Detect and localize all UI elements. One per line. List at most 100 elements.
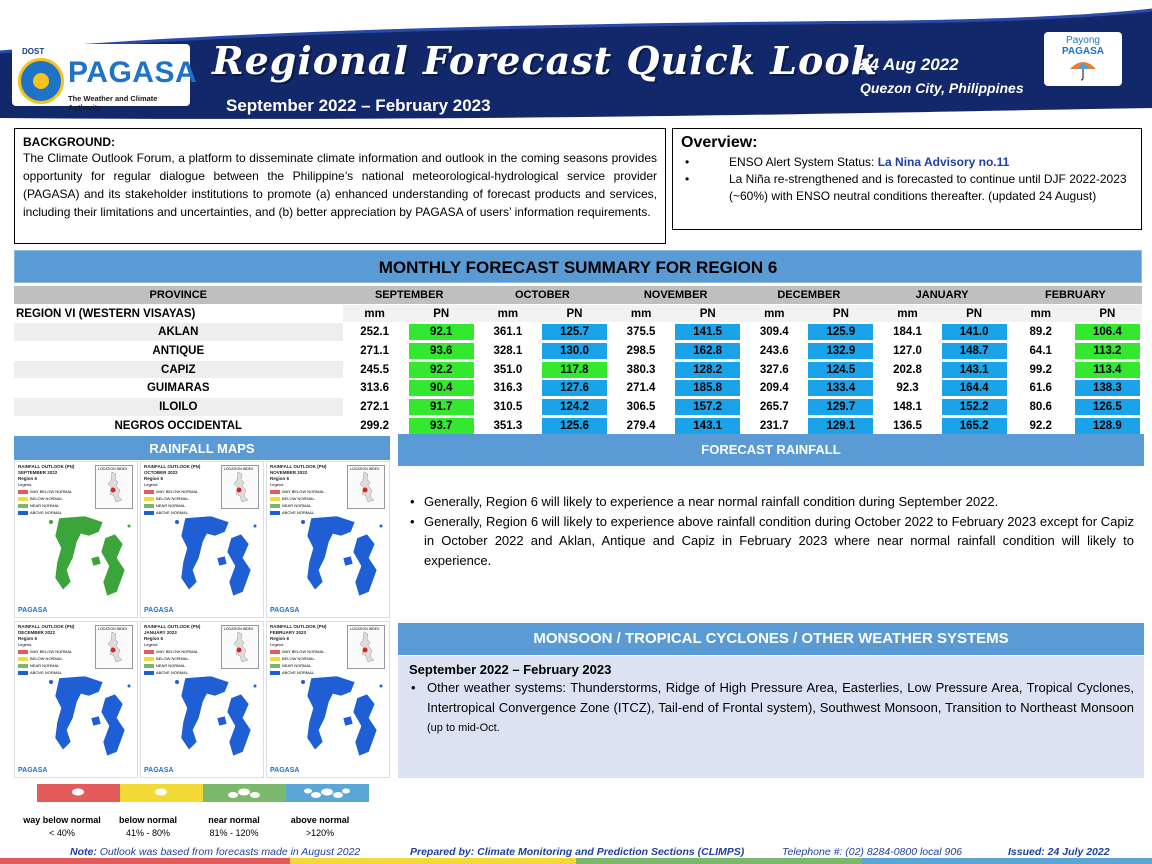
mm-value: 209.4 bbox=[742, 379, 807, 398]
map-legend-item: NEAR NORMAL bbox=[18, 503, 72, 508]
month-header: JANUARY bbox=[875, 286, 1009, 304]
map-heading-region: Region 6 bbox=[270, 636, 290, 641]
location-index-label: LOCATION INDEX bbox=[98, 467, 128, 471]
legend-swatch bbox=[120, 784, 203, 802]
mm-value: 380.3 bbox=[609, 360, 674, 379]
map-legend-item: WAY BELOW NORMAL bbox=[144, 489, 198, 494]
page-subtitle: September 2022 – February 2023 bbox=[226, 96, 491, 115]
mm-header: mm bbox=[1008, 304, 1073, 323]
map-legend-item: BELOW NORMAL bbox=[270, 496, 324, 501]
map-legend-item: ABOVE NORMAL bbox=[270, 670, 324, 675]
logo-name: PAGASA bbox=[68, 56, 198, 89]
mm-header: mm bbox=[875, 304, 940, 323]
pn-value: 133.4 bbox=[808, 380, 874, 397]
pn-cell: 157.2 bbox=[673, 398, 743, 416]
map-legend-item: NEAR NORMAL bbox=[18, 663, 72, 668]
pn-value: 126.5 bbox=[1074, 398, 1140, 415]
rain-cloud-icon bbox=[155, 788, 167, 796]
legend-swatch bbox=[286, 784, 369, 802]
pn-value: 125.9 bbox=[808, 324, 874, 341]
province-name: CAPIZ bbox=[14, 360, 343, 379]
forecast-rainfall-title: FORECAST RAINFALL bbox=[398, 434, 1144, 466]
map-legend: Legend WAY BELOW NORMAL BELOW NORMAL NEAR N… bbox=[144, 642, 198, 675]
pn-value: 165.2 bbox=[941, 417, 1007, 434]
pn-cell: 143.1 bbox=[939, 360, 1009, 379]
table-subheader-row: REGION VI (WESTERN VISAYAS) mm PN mm PN mm PN m… bbox=[14, 304, 1142, 323]
legend-swatch bbox=[203, 784, 286, 802]
region-6-map-icon bbox=[301, 675, 383, 757]
pn-value: 124.2 bbox=[541, 398, 608, 415]
philippines-inset-icon bbox=[359, 631, 375, 663]
footer: Note: Outlook was based from forecasts m… bbox=[0, 846, 1152, 860]
map-heading-month: OCTOBER 2022 bbox=[144, 470, 178, 475]
map-heading: RAINFALL OUTLOOK (PN) NOVEMBER 2022 Region… bbox=[270, 464, 326, 482]
pn-header: PN bbox=[539, 304, 610, 323]
legend-category: below normal bbox=[118, 815, 177, 825]
pn-value: 113.4 bbox=[1074, 361, 1140, 378]
pn-cell: 138.3 bbox=[1072, 379, 1142, 398]
map-heading-region: Region 6 bbox=[144, 476, 164, 481]
pn-value: 113.2 bbox=[1074, 342, 1140, 359]
pn-value: 138.3 bbox=[1074, 380, 1140, 397]
map-heading: RAINFALL OUTLOOK (PN) JANUARY 2023 Region … bbox=[144, 624, 200, 642]
pn-value: 141.5 bbox=[675, 324, 741, 341]
header-background bbox=[0, 8, 1152, 119]
map-legend: Legend WAY BELOW NORMAL BELOW NORMAL NEAR N… bbox=[144, 482, 198, 515]
footer-prepared: Prepared by: Climate Monitoring and Pred… bbox=[410, 846, 745, 858]
footer-note: Note: Outlook was based from forecasts m… bbox=[70, 846, 360, 858]
location-index-label: LOCATION INDEX bbox=[350, 467, 380, 471]
mm-value: 89.2 bbox=[1008, 323, 1073, 342]
mm-value: 272.1 bbox=[342, 398, 407, 416]
pn-header: PN bbox=[806, 304, 876, 323]
location-index-inset: LOCATION INDEX bbox=[221, 625, 259, 669]
mm-value: 361.1 bbox=[475, 323, 540, 342]
map-legend-item: WAY BELOW NORMAL bbox=[270, 649, 324, 654]
mm-value: 313.6 bbox=[342, 379, 407, 398]
pn-cell: 133.4 bbox=[806, 379, 876, 398]
dost-label: DOST bbox=[22, 47, 45, 56]
region-6-map-icon bbox=[301, 515, 383, 597]
pn-cell: 129.7 bbox=[806, 398, 876, 416]
map-legend-label: WAY BELOW NORMAL bbox=[282, 649, 325, 654]
pn-cell: 125.6 bbox=[539, 416, 610, 435]
mm-value: 327.6 bbox=[742, 360, 807, 379]
header-place: Quezon City, Philippines bbox=[860, 80, 1024, 96]
umbrella-icon bbox=[1070, 62, 1096, 81]
pn-value: 143.1 bbox=[675, 417, 741, 434]
legend-range: < 40% bbox=[49, 828, 75, 838]
map-legend-item: ABOVE NORMAL bbox=[270, 510, 324, 515]
table-row: NEGROS OCCIDENTAL 299.2 93.7 351.3 125.6 279.… bbox=[14, 416, 1142, 435]
table-row: GUIMARAS 313.6 90.4 316.3 127.6 271.4 185.8 209… bbox=[14, 379, 1142, 398]
mm-value: 92.2 bbox=[1008, 416, 1073, 435]
payong-text: Payong bbox=[1066, 35, 1100, 46]
pn-value: 106.4 bbox=[1074, 324, 1140, 341]
forecast-item: Generally, Region 6 will likely to exper… bbox=[408, 492, 1134, 512]
map-legend: Legend WAY BELOW NORMAL BELOW NORMAL NEAR N… bbox=[18, 482, 72, 515]
map-legend-item: ABOVE NORMAL bbox=[144, 670, 198, 675]
pn-cell: 125.7 bbox=[539, 323, 610, 342]
pn-cell: 92.2 bbox=[406, 360, 476, 379]
map-legend-item: NEAR NORMAL bbox=[144, 663, 198, 668]
map-heading-line: RAINFALL OUTLOOK (PN) bbox=[144, 464, 201, 469]
legend-range: 41% - 80% bbox=[125, 828, 171, 838]
map-pagasa-logo: PAGASA bbox=[144, 607, 174, 614]
mm-value: 184.1 bbox=[875, 323, 940, 342]
region-6-map-icon bbox=[49, 675, 131, 757]
legend-category: way below normal bbox=[23, 815, 101, 825]
map-legend-label: ABOVE NORMAL bbox=[30, 670, 63, 675]
pn-cell: 106.4 bbox=[1072, 323, 1142, 342]
map-legend: Legend WAY BELOW NORMAL BELOW NORMAL NEAR N… bbox=[18, 642, 72, 675]
province-name: AKLAN bbox=[14, 323, 343, 342]
map-legend-label: NEAR NORMAL bbox=[30, 503, 60, 508]
table-row: AKLAN 252.1 92.1 361.1 125.7 375.5 141.5 309.4 1… bbox=[14, 323, 1142, 342]
pn-value: 148.7 bbox=[941, 342, 1007, 359]
map-legend-title: Legend bbox=[144, 482, 158, 487]
location-index-label: LOCATION INDEX bbox=[224, 627, 254, 631]
mm-value: 243.6 bbox=[742, 342, 807, 360]
map-legend-item: WAY BELOW NORMAL bbox=[270, 489, 324, 494]
map-legend-title: Legend bbox=[18, 482, 32, 487]
map-legend-item: WAY BELOW NORMAL bbox=[144, 649, 198, 654]
pn-value: 128.2 bbox=[675, 361, 741, 378]
philippines-inset-icon bbox=[359, 471, 375, 503]
legend-label: way below normal < 40% bbox=[12, 814, 112, 840]
